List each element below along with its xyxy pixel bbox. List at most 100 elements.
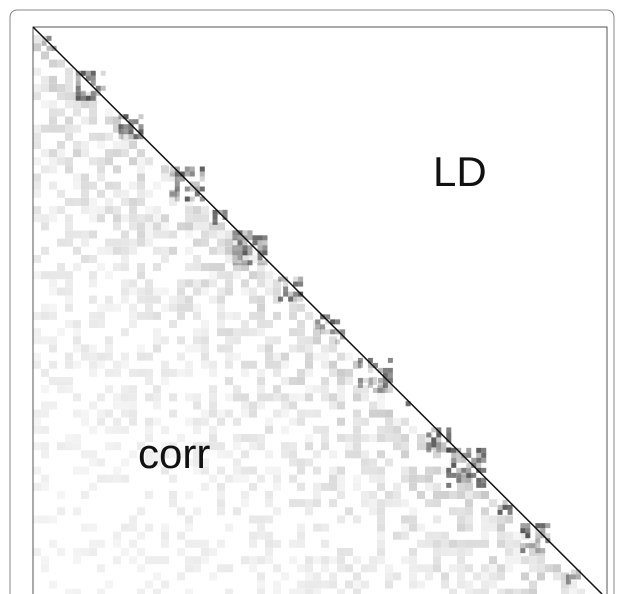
texture-cell [33,254,41,263]
block-cell [278,296,284,302]
block-cell [451,472,457,478]
texture-cell [97,206,105,215]
texture-cell [209,547,217,556]
block-cell [367,377,373,383]
texture-cell [353,556,361,565]
texture-cell [177,547,185,556]
texture-cell [409,547,417,556]
texture-cell [49,149,57,158]
block-cell [298,281,304,287]
texture-cell [297,377,305,386]
texture-cell [297,531,305,540]
texture-cell [249,328,257,337]
texture-cell [297,409,305,418]
texture-cell [305,311,313,320]
block-cell [232,230,238,236]
texture-cell [169,409,177,418]
texture-cell [297,482,305,491]
figure-frame [9,9,615,594]
texture-cell [489,499,497,508]
texture-cell [529,547,537,556]
texture-cell [369,401,377,410]
block-cell [169,166,175,172]
texture-cell [401,499,409,508]
texture-cell [57,385,65,394]
texture-cell [201,320,209,329]
texture-cell [33,466,41,475]
block-cell [262,260,268,266]
block-cell [320,314,326,320]
texture-cell [249,401,257,410]
texture-cell [329,450,337,459]
texture-cell [97,564,105,573]
texture-cell [49,344,57,353]
texture-cell [153,230,161,239]
texture-cell [97,409,105,418]
texture-cell [121,385,129,394]
block-cell [520,528,526,534]
texture-cell [177,311,185,320]
block-cell [75,85,81,91]
texture-cell [89,214,97,223]
texture-cell [121,401,129,410]
texture-cell [265,499,273,508]
texture-cell [33,132,41,141]
texture-cell [233,263,241,272]
texture-cell [249,564,257,573]
texture-cell [57,507,65,516]
texture-cell [161,425,169,434]
texture-cell [145,311,153,320]
texture-cell [33,482,41,491]
texture-cell [137,173,145,182]
texture-cell [145,377,153,386]
texture-cell [49,165,57,174]
texture-cell [433,491,441,499]
texture-cell [129,311,137,320]
texture-cell [297,303,305,312]
texture-cell [321,482,329,491]
texture-cell [257,556,265,565]
texture-cell [265,271,273,280]
block-cell [382,382,388,388]
texture-cell [393,425,401,434]
texture-cell [217,409,225,418]
block-cell [535,548,541,554]
block-cell [247,260,253,266]
texture-cell [361,385,369,394]
block-cell [565,579,571,585]
texture-cell [265,279,273,288]
texture-cell [233,238,241,247]
texture-cell [113,116,121,125]
block-cell [298,276,304,282]
texture-cell [249,409,257,418]
texture-cell [361,450,369,459]
texture-cell [153,401,161,410]
texture-cell [105,246,113,255]
block-cell [471,472,477,478]
texture-cell [305,385,313,394]
texture-cell [65,238,73,247]
texture-cell [225,238,233,247]
texture-cell [345,442,353,451]
texture-cell [265,539,273,548]
texture-cell [121,425,129,434]
texture-cell [65,124,73,133]
texture-cell [521,588,529,594]
texture-cell [337,352,345,361]
texture-cell [321,393,329,402]
texture-cell [257,303,265,312]
texture-cell [113,206,121,215]
texture-cell [65,352,73,361]
texture-cell [73,393,81,402]
texture-cell [97,458,105,467]
texture-cell [97,132,105,141]
texture-cell [153,222,161,231]
texture-cell [313,588,321,594]
texture-cell [89,206,97,215]
lower-label: corr [138,430,210,477]
texture-cell [169,320,177,329]
texture-cell [97,214,105,223]
block-cell [237,240,243,246]
texture-cell [145,393,153,402]
texture-cell [89,450,97,459]
